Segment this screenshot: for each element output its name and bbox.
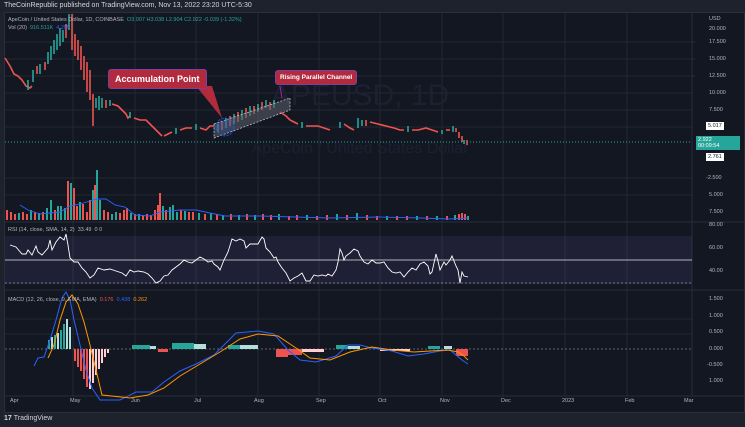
rsi-line [9,233,469,284]
time-tick: Jul [194,398,202,404]
footer-brand[interactable]: 17 TradingView [4,415,52,422]
price-tag-lower: 2.761 [706,153,724,161]
grid-lines [5,13,692,396]
rsi-tick: 60.00 [709,245,723,251]
bar-countdown: 00:09:54 [698,143,720,149]
macd-tick: 0.500 [709,329,723,335]
volume-label: Vol (20) [8,25,27,31]
macd-line [33,291,469,401]
watermark-name: ApeCoin / United States Dollar [252,140,470,157]
macd-tick: -0.500 [707,362,723,368]
accumulation-pointer [196,86,222,118]
rsi-extra: 0 0 [94,227,103,233]
macd-tick: 1.000 [709,313,723,319]
currency-label: USD [709,16,721,22]
time-tick: Apr [10,398,19,404]
accumulation-circle [215,117,235,137]
price-tick: 17.500 [709,39,726,45]
rsi-value: 33.49 [77,227,92,233]
price-tick: 15.000 [709,56,726,62]
macd-tick: 0.000 [709,346,723,352]
rising-channel [213,97,291,139]
time-tick: Sep [316,398,326,404]
price-tag-upper: 5.017 [706,122,724,130]
ohlc-high: H3.038 [146,17,165,23]
price-tick: 7.500 [709,107,723,113]
current-price-tag: 2.922 00:09:54 [696,136,740,150]
macd-histogram [48,319,468,389]
macd-tick: 1.500 [709,296,723,302]
macd-label: MACD (12, 26, close, 9, EMA, EMA) [8,297,97,303]
signal-line [47,294,469,399]
ohlc-change: -0.039 (-1.32%) [203,17,242,23]
price-tick: 12.500 [709,73,726,79]
ohlc-close: C2.922 [184,17,202,23]
time-tick: Dec [501,398,511,404]
macd-line-value: 0.438 [116,297,131,303]
ohlc-open: O3.007 [126,17,145,23]
tradingview-logo-icon: 17 [4,415,12,422]
price-tick: 7.500 [709,209,723,215]
price-tick: 20.000 [709,26,726,32]
time-tick: Aug [254,398,264,404]
price-tick: 10.000 [709,90,726,96]
volume-ma-value: 4.2M [56,25,69,31]
rsi-tick: 40.00 [709,268,723,274]
time-tick: Nov [440,398,450,404]
time-tick: 2023 [562,398,575,404]
current-price: 2.922 [698,137,712,143]
time-tick: Mar [684,398,694,404]
volume-ma-line [19,198,469,220]
rsi-legend[interactable]: RSI (14, close, SMA, 14, 2) 33.49 0 0 [8,227,102,233]
price-tick: -2.500 [706,175,722,181]
symbol-name[interactable]: ApeCoin / United States Dollar, 1D, COIN… [8,17,124,23]
price-tick: 5.000 [709,192,723,198]
volume-legend[interactable]: Vol (20) 916.511K 4.2M [8,25,68,31]
macd-hist-value: 0.176 [99,297,114,303]
macd-tick: 1.000 [709,378,723,384]
time-tick: Feb [625,398,635,404]
time-tick: Jun [131,398,140,404]
accumulation-point-callout[interactable]: Accumulation Point [108,69,207,89]
time-tick: Oct [378,398,387,404]
symbol-legend[interactable]: ApeCoin / United States Dollar, 1D, COIN… [8,17,242,23]
publisher-line: TheCoinRepublic published on TradingView… [4,2,252,9]
brand-name: TradingView [13,415,53,422]
macd-legend[interactable]: MACD (12, 26, close, 9, EMA, EMA) 0.176 … [8,297,147,303]
volume-value: 916.511K [30,25,54,31]
macd-signal-value: 0.262 [133,297,148,303]
ohlc-low: L2.904 [165,17,183,23]
time-tick: May [70,398,81,404]
rising-channel-callout[interactable]: Rising Parallel Channel [275,70,358,85]
rsi-label: RSI (14, close, SMA, 14, 2) [8,227,75,233]
rsi-tick: 80.00 [709,222,723,228]
